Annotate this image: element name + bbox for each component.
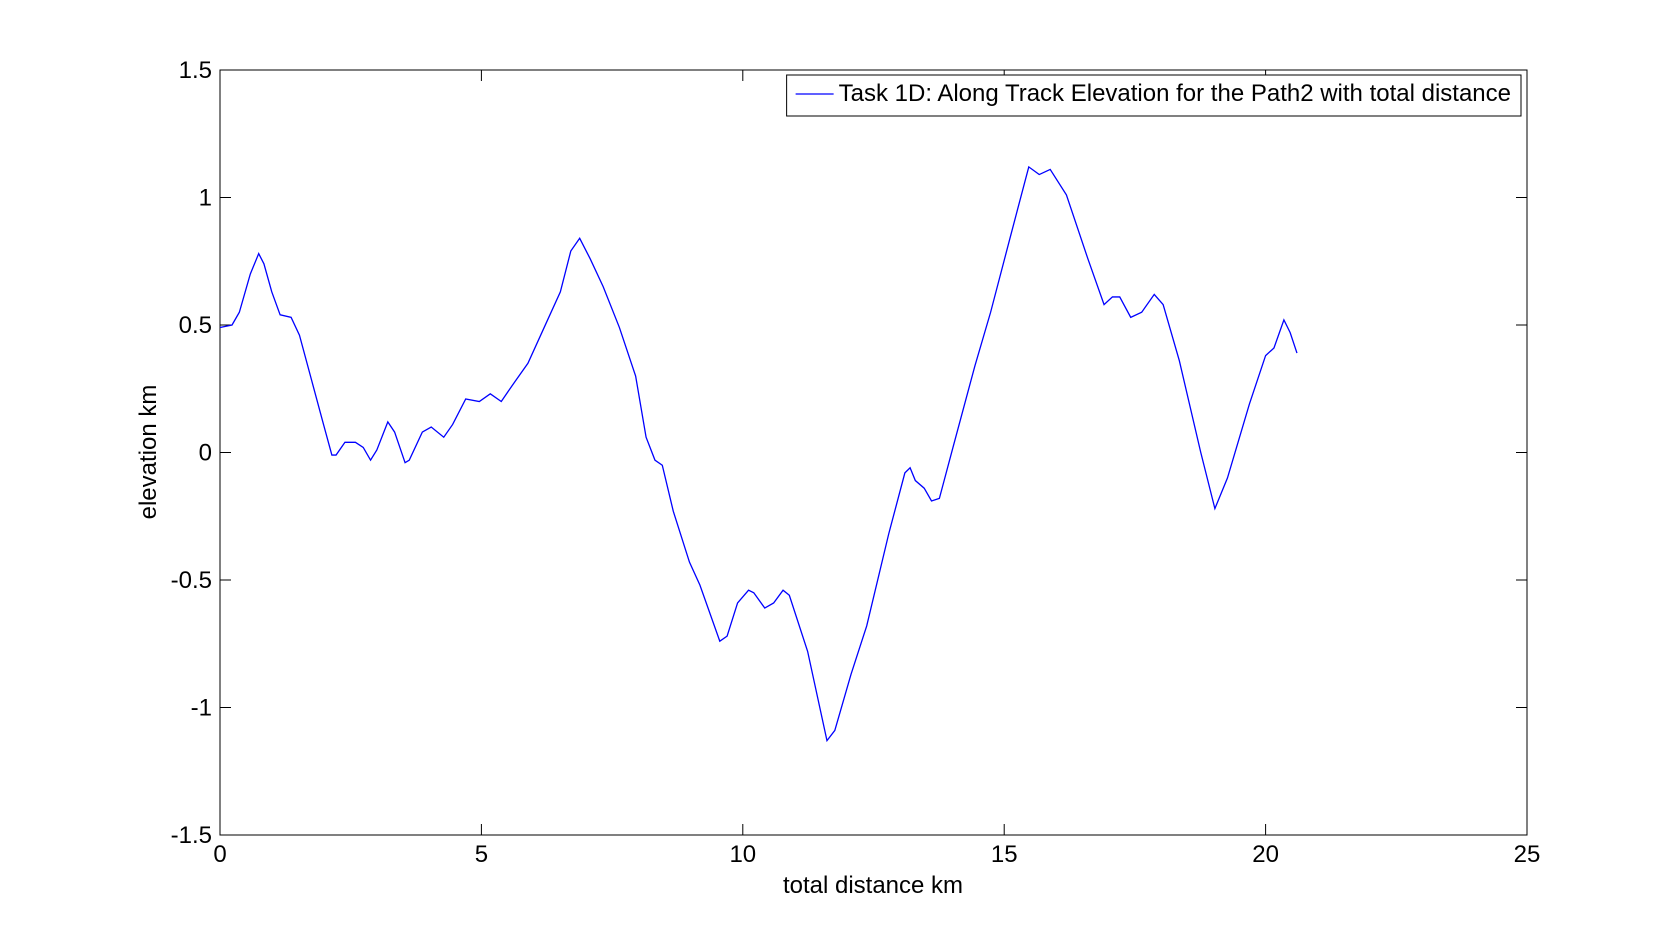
y-tick-label: 1	[199, 185, 212, 212]
x-axis-label: total distance km	[783, 872, 963, 899]
x-tick-label: 0	[213, 841, 226, 868]
x-tick-label: 10	[729, 841, 756, 868]
y-tick-label: 0	[199, 440, 212, 467]
y-tick-label: -0.5	[171, 567, 212, 594]
legend-label: Task 1D: Along Track Elevation for the P…	[839, 80, 1511, 107]
x-tick-label: 15	[991, 841, 1018, 868]
x-tick-label: 25	[1514, 841, 1541, 868]
data-line	[219, 165, 1298, 743]
x-tick-label: 20	[1252, 841, 1279, 868]
y-tick-label: 0.5	[179, 312, 212, 339]
y-axis-label: elevation km	[135, 385, 162, 520]
y-tick-label: -1	[191, 695, 212, 722]
y-tick-label: 1.5	[179, 57, 212, 84]
plot-area	[219, 69, 1528, 836]
x-tick-label: 5	[475, 841, 488, 868]
y-tick-label: -1.5	[171, 822, 212, 849]
legend-box	[786, 74, 1522, 117]
